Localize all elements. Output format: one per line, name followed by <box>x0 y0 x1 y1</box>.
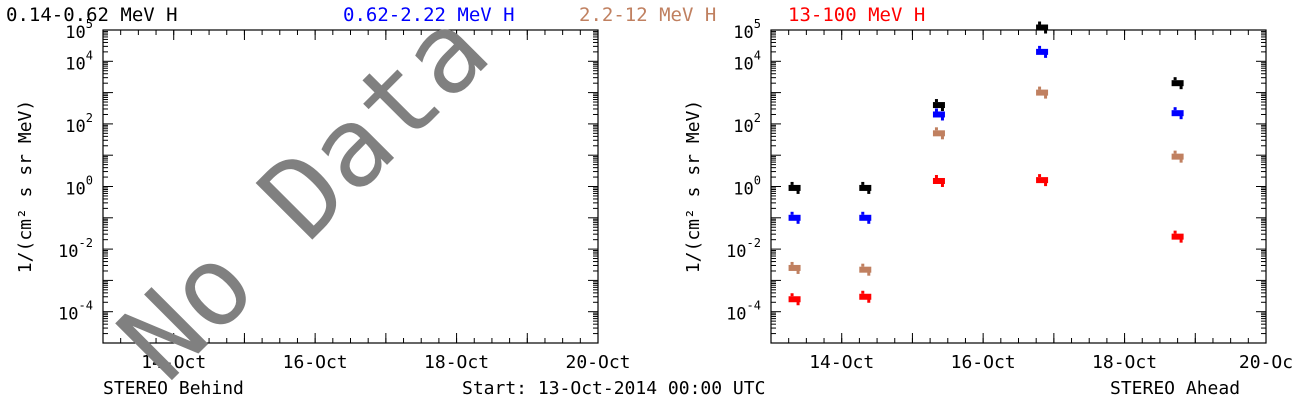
y-tick-label: 10-2 <box>58 236 93 262</box>
y-tick-label: 10-2 <box>726 236 761 262</box>
y-tick-label: 100 <box>65 174 93 200</box>
data-point-1-2 <box>932 108 945 121</box>
data-point-0-0 <box>788 181 801 194</box>
y-tick-label: 10-4 <box>58 299 93 325</box>
x-tick-label: 18-Oct <box>1092 352 1157 373</box>
y-tick-label: 105 <box>65 17 93 43</box>
legend-label-1: 0.62-2.22 MeV H <box>343 4 515 26</box>
y-tick-label: 104 <box>65 48 93 74</box>
data-point-2-4 <box>1171 150 1184 163</box>
data-point-1-3 <box>1036 45 1049 58</box>
panel-1: 105 104 102 100 10-2 10-4 14-Oct 16-Oct 18-Oct 20… <box>683 17 1293 373</box>
data-point-2-0 <box>788 261 801 274</box>
legend-label-0: 0.14-0.62 MeV H <box>6 4 178 26</box>
data-point-3-0 <box>788 293 801 306</box>
data-point-1-4 <box>1171 107 1184 120</box>
y-axis-label: 1/(cm² s sr MeV) <box>15 100 36 273</box>
data-point-0-3 <box>1036 21 1049 34</box>
data-point-3-2 <box>932 174 945 187</box>
data-point-2-2 <box>932 127 945 140</box>
data-point-0-2 <box>932 99 945 112</box>
start-time-label: Start: 13-Oct-2014 00:00 UTC <box>462 378 766 399</box>
x-tick-label: 14-Oct <box>141 352 206 373</box>
data-point-2-1 <box>859 263 872 276</box>
x-tick-label: 16-Oct <box>951 352 1016 373</box>
right-panel-label: STEREO Ahead <box>1110 378 1241 399</box>
y-tick-label: 10-4 <box>726 299 761 325</box>
x-tick-label: 18-Oct <box>424 352 489 373</box>
x-tick-label: 16-Oct <box>283 352 348 373</box>
y-tick-label: 102 <box>733 111 761 137</box>
legend-label-3: 13-100 MeV H <box>788 4 926 26</box>
y-tick-label: 104 <box>733 48 761 74</box>
y-tick-label: 100 <box>733 174 761 200</box>
left-panel-label: STEREO Behind <box>103 378 244 399</box>
legend-label-2: 2.2-12 MeV H <box>579 4 717 26</box>
data-point-3-1 <box>859 290 872 303</box>
y-axis-label: 1/(cm² s sr MeV) <box>683 100 704 273</box>
data-point-1-1 <box>859 211 872 224</box>
data-point-0-4 <box>1171 77 1184 90</box>
plot-frame <box>770 29 1267 344</box>
data-point-2-3 <box>1036 86 1049 99</box>
y-tick-label: 105 <box>733 17 761 43</box>
y-tick-label: 102 <box>65 111 93 137</box>
x-tick-label: 20-Oct <box>565 352 630 373</box>
data-point-3-3 <box>1036 174 1049 187</box>
x-tick-label: 20-Oc <box>1239 352 1293 373</box>
data-point-3-4 <box>1171 230 1184 243</box>
data-point-0-1 <box>859 181 872 194</box>
x-tick-label: 14-Oct <box>809 352 874 373</box>
data-point-1-0 <box>788 211 801 224</box>
panel-0: 105 104 102 100 10-2 10-4 14-Oct 16-Oct 18-Oct 20… <box>15 0 631 404</box>
